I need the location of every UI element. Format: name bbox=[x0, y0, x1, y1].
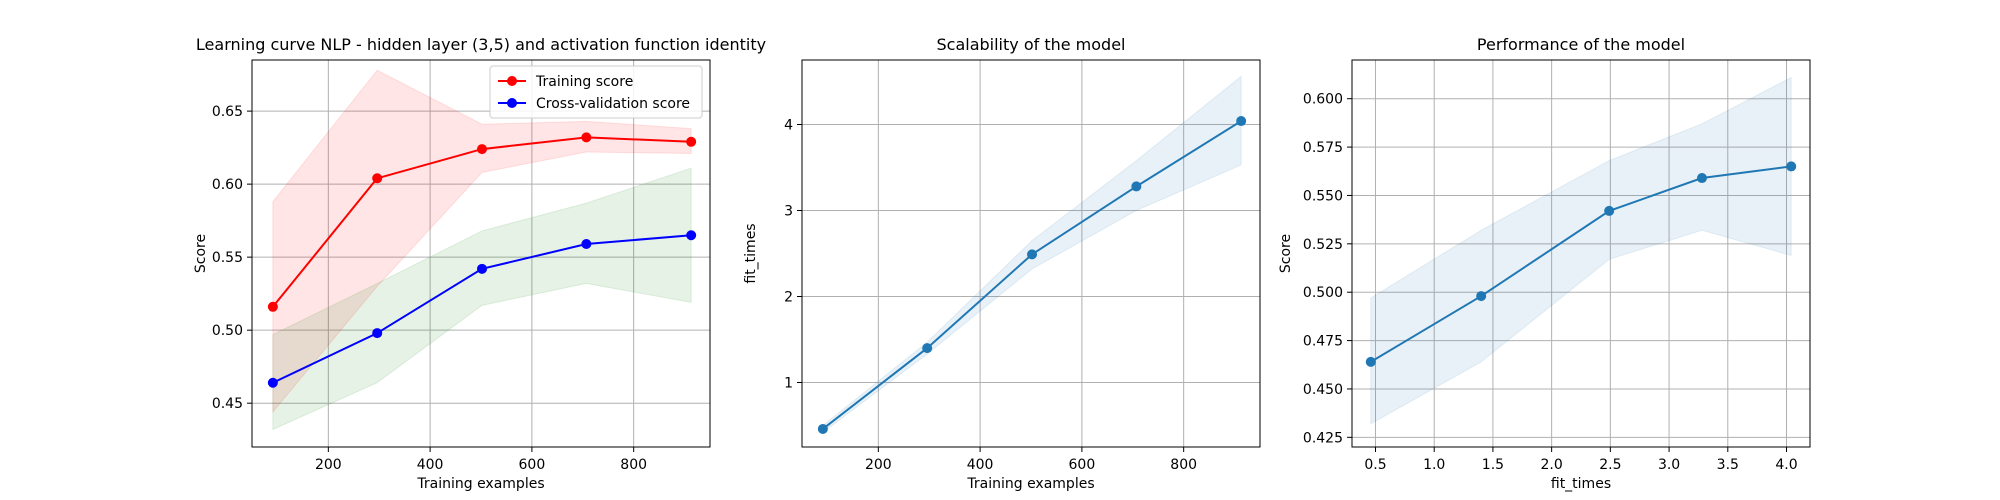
axes-frame bbox=[251, 59, 711, 448]
chart-panel-2: 200 400 600 800 1 2 3 4 Scalability of the model… bbox=[743, 35, 1261, 492]
y-tick-label: 0.450 bbox=[1303, 382, 1343, 398]
data-point bbox=[372, 328, 383, 339]
y-tick-label: 1 bbox=[784, 376, 793, 392]
x-tick-label: 4.0 bbox=[1775, 457, 1797, 473]
y-tick-label: 0.65 bbox=[212, 104, 243, 120]
x-tick-label: 3.5 bbox=[1717, 457, 1739, 473]
x-axis-label: fit_times bbox=[1551, 476, 1611, 492]
y-tick-label: 0.425 bbox=[1303, 430, 1343, 446]
x-tick-label: 3.0 bbox=[1658, 457, 1680, 473]
confidence-band bbox=[1370, 76, 1792, 425]
x-tick-label: 600 bbox=[1069, 457, 1096, 473]
y-tick-label: 2 bbox=[784, 290, 793, 306]
data-point bbox=[1786, 161, 1797, 172]
data-point bbox=[581, 132, 592, 143]
x-tick-label: 2.0 bbox=[1541, 457, 1563, 473]
chart-title: Scalability of the model bbox=[937, 35, 1126, 54]
legend-marker bbox=[507, 98, 517, 108]
x-tick-label: 400 bbox=[417, 457, 444, 473]
y-tick-label: 0.60 bbox=[212, 177, 243, 193]
y-tick-label: 0.500 bbox=[1303, 285, 1343, 301]
confidence-band bbox=[272, 167, 692, 431]
data-point bbox=[477, 263, 488, 274]
axes-frame bbox=[1351, 59, 1811, 448]
legend-label: Cross-validation score bbox=[536, 96, 690, 112]
confidence-band bbox=[272, 69, 692, 414]
data-point bbox=[686, 230, 697, 241]
x-tick-label: 800 bbox=[1170, 457, 1197, 473]
x-tick-label: 2.5 bbox=[1599, 457, 1621, 473]
data-point bbox=[581, 239, 592, 250]
data-point bbox=[1365, 356, 1376, 367]
x-tick-label: 800 bbox=[620, 457, 647, 473]
axes-frame bbox=[801, 59, 1261, 448]
data-point bbox=[477, 144, 488, 155]
x-axis-label: Training examples bbox=[966, 476, 1094, 492]
chart-title: Performance of the model bbox=[1477, 35, 1685, 54]
y-tick-label: 0.575 bbox=[1303, 140, 1343, 156]
chart-panel-1: 200 400 600 800 0.45 0.50 0.55 0.60 0.65 Learning… bbox=[193, 35, 766, 492]
data-point bbox=[686, 136, 697, 147]
legend-marker bbox=[507, 76, 517, 86]
data-point bbox=[922, 343, 933, 354]
data-point bbox=[1236, 116, 1247, 127]
legend-label: Training score bbox=[535, 74, 633, 90]
data-point bbox=[1696, 173, 1707, 184]
y-tick-label: 4 bbox=[784, 118, 793, 134]
x-tick-label: 1.5 bbox=[1482, 457, 1504, 473]
legend: Training score Cross-validation score bbox=[489, 65, 703, 119]
y-tick-label: 0.550 bbox=[1303, 188, 1343, 204]
x-tick-label: 1.0 bbox=[1423, 457, 1445, 473]
y-axis-label: Score bbox=[193, 234, 209, 273]
data-point bbox=[1604, 205, 1615, 216]
legend-box bbox=[489, 65, 703, 119]
data-point bbox=[1027, 249, 1038, 260]
x-axis-label: Training examples bbox=[416, 476, 544, 492]
chart-panel-3: 0.5 1.0 1.5 2.0 2.5 3.0 3.5 4.0 0.425 0.450 0.475 0… bbox=[1278, 35, 1811, 492]
y-tick-label: 0.55 bbox=[212, 250, 243, 266]
y-tick-label: 0.45 bbox=[212, 396, 243, 412]
data-point bbox=[267, 377, 278, 388]
data-point bbox=[372, 173, 383, 184]
chart-title: Learning curve NLP - hidden layer (3,5) … bbox=[196, 35, 766, 54]
x-tick-label: 600 bbox=[519, 457, 546, 473]
data-point bbox=[817, 423, 828, 434]
x-tick-label: 0.5 bbox=[1364, 457, 1386, 473]
y-tick-label: 0.475 bbox=[1303, 334, 1343, 350]
x-tick-label: 200 bbox=[315, 457, 342, 473]
y-axis-label: fit_times bbox=[743, 223, 759, 283]
data-point bbox=[267, 301, 278, 312]
data-point bbox=[1131, 181, 1142, 192]
y-tick-label: 0.600 bbox=[1303, 92, 1343, 108]
x-tick-label: 200 bbox=[865, 457, 892, 473]
y-axis-label: Score bbox=[1278, 234, 1294, 273]
x-tick-label: 400 bbox=[967, 457, 994, 473]
data-point bbox=[1476, 291, 1487, 302]
y-tick-label: 3 bbox=[784, 204, 793, 220]
y-tick-label: 0.525 bbox=[1303, 237, 1343, 253]
y-tick-label: 0.50 bbox=[212, 323, 243, 339]
